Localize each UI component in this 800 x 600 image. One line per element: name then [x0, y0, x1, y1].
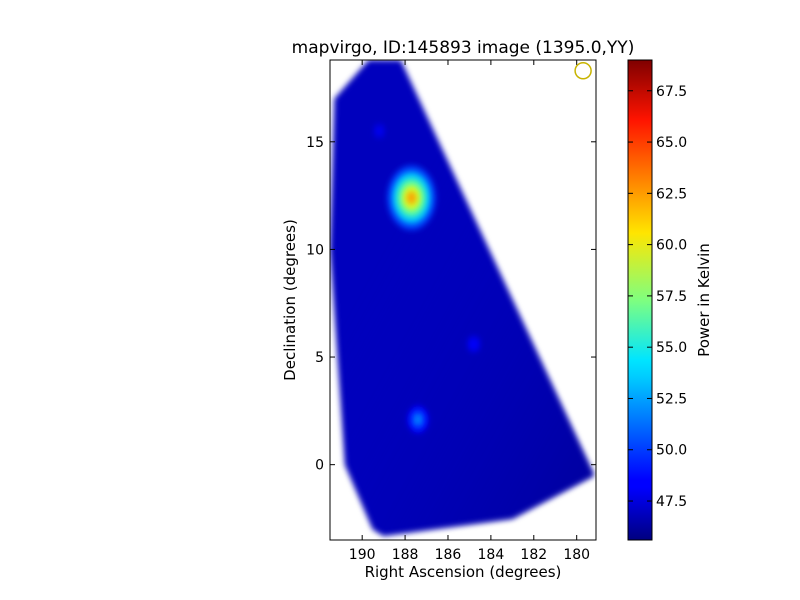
- y-axis-label: Declination (degrees): [281, 219, 299, 381]
- y-tick-label-3: 15: [306, 135, 324, 151]
- source-2: [466, 334, 481, 354]
- coverage-shade: [330, 60, 594, 536]
- plot-frame: [329, 59, 597, 541]
- colorbar-tick-label-1: 50.0: [656, 443, 687, 459]
- source-0: [387, 165, 436, 231]
- colorbar-tick-label-8: 67.5: [656, 84, 687, 100]
- chart-title: mapvirgo, ID:145893 image (1395.0,YY): [292, 38, 635, 58]
- sources-layer: [372, 122, 481, 434]
- y-tick-label-0: 0: [315, 458, 324, 474]
- colorbar-tick-label-2: 52.5: [656, 391, 687, 407]
- beam-marker: [574, 62, 592, 80]
- plot-area: [330, 60, 594, 536]
- colorbar-tick-label-5: 60.0: [656, 238, 687, 254]
- x-tick-label-1: 188: [392, 547, 419, 563]
- x-tick-label-0: 190: [349, 547, 376, 563]
- colorbar-tick-label-0: 47.5: [656, 494, 687, 510]
- y-tick-label-1: 5: [315, 350, 324, 366]
- colorbar-label: Power in Kelvin: [695, 243, 713, 357]
- colorbar-tick-label-6: 62.5: [656, 186, 687, 202]
- x-tick-label-3: 184: [478, 547, 505, 563]
- y-axis: 0 5 10 15: [306, 135, 596, 474]
- x-tick-label-5: 180: [563, 547, 590, 563]
- colorbar-bar: [627, 59, 653, 541]
- colorbar-tick-label-7: 65.0: [656, 135, 687, 151]
- colorbar-tick-label-3: 55.0: [656, 340, 687, 356]
- source-1: [407, 405, 429, 434]
- colorbar: 47.5 50.0 52.5 55.0 57.5 60.0 62.5 65.0 67.5 Pow…: [627, 59, 713, 541]
- x-tick-label-2: 186: [435, 547, 462, 563]
- colorbar-ticks: 47.5 50.0 52.5 55.0 57.5 60.0 62.5 65.0 67.5: [628, 84, 687, 510]
- colorbar-tick-label-4: 57.5: [656, 289, 687, 305]
- x-tick-label-4: 182: [520, 547, 547, 563]
- x-axis-label: Right Ascension (degrees): [365, 563, 562, 581]
- y-tick-label-2: 10: [306, 242, 324, 258]
- source-3: [372, 122, 386, 140]
- x-axis: 190 188 186 184 182 180: [349, 60, 590, 563]
